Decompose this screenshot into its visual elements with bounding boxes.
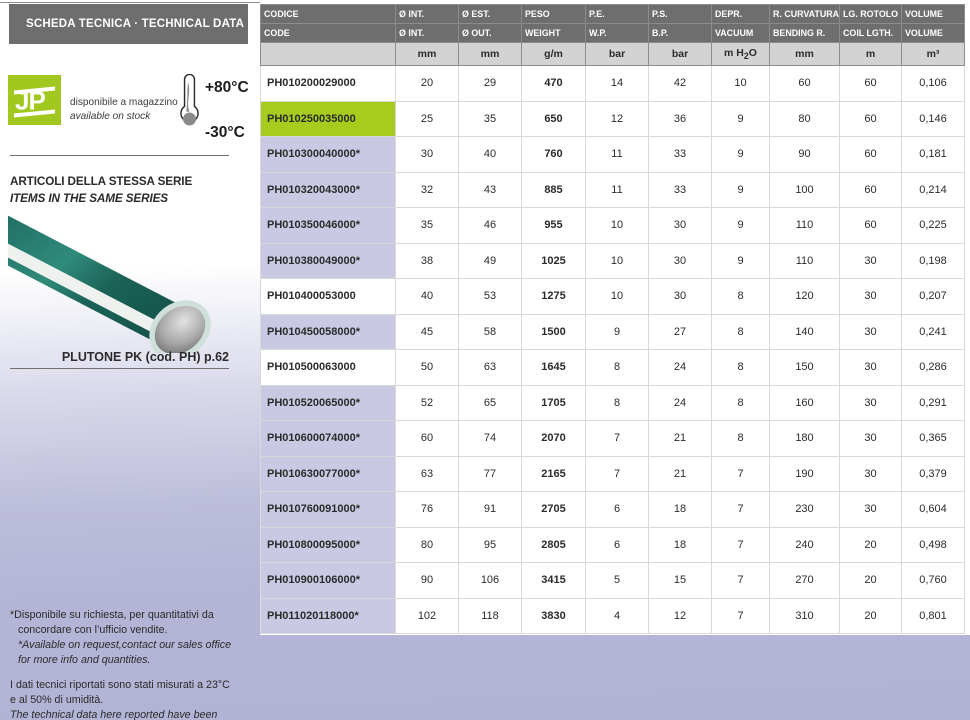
svg-text:JP: JP bbox=[15, 86, 45, 116]
